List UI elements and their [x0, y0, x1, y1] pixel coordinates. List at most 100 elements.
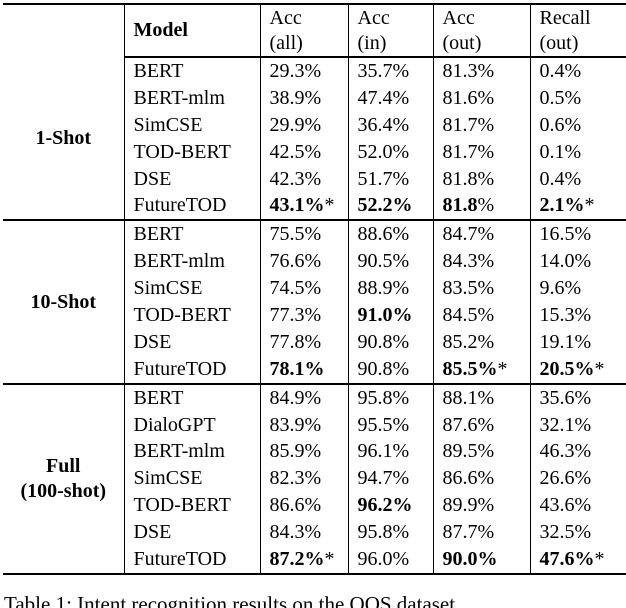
- table-row: FutureTOD 43.1%* 52.2% 81.8% 2.1%*: [3, 192, 626, 221]
- metric-value-cell: 81.7%: [432, 111, 530, 139]
- metric-value: 84.9%: [269, 386, 322, 409]
- metric-value-cell: 2.1%*: [529, 192, 626, 221]
- metric-value-cell: 0.4%: [529, 165, 626, 193]
- metric-value-cell: 32.5%: [529, 519, 626, 547]
- metric-value-cell: 47.6%*: [529, 546, 626, 574]
- metric-value-cell: 95.5%: [347, 411, 433, 439]
- table-row: DSE 77.8% 90.8% 85.2% 19.1%: [3, 328, 626, 356]
- metric-value-cell: 81.8%: [432, 165, 530, 193]
- model-name-cell: DSE: [123, 519, 261, 547]
- metric-value-cell: 14.0%: [529, 248, 626, 276]
- metric-value: 94.7%: [357, 467, 410, 490]
- metric-value-cell: 88.1%: [432, 382, 530, 412]
- metric-value: 87.2%: [269, 547, 325, 570]
- metric-value: 74.5%: [269, 277, 322, 300]
- metric-value-suffix: *: [324, 547, 335, 570]
- metric-value-cell: 36.4%: [347, 111, 433, 139]
- metric-value-suffix: *: [584, 194, 595, 217]
- table-row: DSE 42.3% 51.7% 81.8% 0.4%: [3, 165, 626, 193]
- metric-value-cell: 35.7%: [347, 57, 433, 85]
- metric-value-cell: 46.3%: [529, 438, 626, 466]
- metric-value: 90.5%: [357, 250, 410, 273]
- metric-value-cell: 95.8%: [347, 519, 433, 547]
- header-model: Model: [123, 4, 261, 58]
- header-acc-out-line1: Acc: [442, 6, 475, 29]
- metric-value-cell: 88.6%: [347, 219, 433, 249]
- group-label-line: Full: [46, 454, 81, 477]
- metric-value: 91.0%: [357, 303, 413, 326]
- table-row: TOD-BERT 86.6% 96.2% 89.9% 43.6%: [3, 492, 626, 520]
- metric-value: 86.6%: [269, 494, 322, 517]
- metric-value-cell: 83.9%: [259, 411, 348, 439]
- metric-value-cell: 74.5%: [259, 275, 348, 303]
- metric-value-cell: 29.9%: [259, 111, 348, 139]
- metric-value-suffix: *: [594, 357, 605, 380]
- metric-value: 90.8%: [357, 330, 410, 353]
- metric-value: 52.2%: [357, 194, 413, 217]
- metric-value: 0.4%: [539, 167, 582, 190]
- metric-value-cell: 89.5%: [432, 438, 530, 466]
- metric-value: 84.3%: [442, 250, 495, 273]
- metric-value: 88.6%: [357, 223, 410, 246]
- metric-value: 38.9%: [269, 86, 322, 109]
- metric-value: 78.1%: [269, 357, 325, 380]
- metric-value-cell: 96.2%: [347, 492, 433, 520]
- table-row: SimCSE 82.3% 94.7% 86.6% 26.6%: [3, 465, 626, 493]
- group-label-line: 10-Shot: [30, 290, 97, 313]
- table-row: FutureTOD 87.2%* 96.0% 90.0% 47.6%*: [3, 546, 626, 574]
- metric-value-cell: 84.9%: [259, 382, 348, 412]
- metric-value-cell: 0.4%: [529, 57, 626, 85]
- table-row: SimCSE 29.9% 36.4% 81.7% 0.6%: [3, 111, 626, 139]
- metric-value: 51.7%: [357, 167, 410, 190]
- metric-value: 19.1%: [539, 330, 592, 353]
- metric-value: 96.0%: [357, 547, 410, 570]
- header-acc-all: Acc (all): [259, 4, 348, 58]
- metric-value: 77.3%: [269, 303, 322, 326]
- metric-value: 52.0%: [357, 140, 410, 163]
- metric-value: 32.1%: [539, 413, 592, 436]
- header-corner-cell: [3, 4, 124, 57]
- metric-value-cell: 90.8%: [347, 328, 433, 356]
- metric-value: 43.6%: [539, 494, 592, 517]
- model-name-cell: TOD-BERT: [123, 302, 261, 329]
- metric-value: 29.3%: [269, 59, 322, 82]
- metric-value: 81.8%: [442, 167, 495, 190]
- metric-value: 75.5%: [269, 223, 322, 246]
- group-label: 10-Shot: [3, 219, 124, 384]
- metric-value: 14.0%: [539, 250, 592, 273]
- metric-value: 29.9%: [269, 113, 322, 136]
- metric-value: 87.6%: [442, 413, 495, 436]
- metric-value-cell: 77.8%: [259, 328, 348, 356]
- metric-value: 77.8%: [269, 330, 322, 353]
- table-row: 1-Shot BERT 29.3% 35.7% 81.3% 0.4%: [3, 57, 626, 149]
- model-name-cell: SimCSE: [123, 111, 261, 139]
- metric-value-cell: 90.8%: [347, 355, 433, 384]
- header-acc-out-line2: (out): [442, 31, 482, 54]
- metric-value-cell: 32.1%: [529, 411, 626, 439]
- metric-value-cell: 84.7%: [432, 219, 530, 249]
- metric-value-cell: 85.9%: [259, 438, 348, 466]
- metric-value: 76.6%: [269, 250, 322, 273]
- metric-value-cell: 19.1%: [529, 328, 626, 356]
- metric-value-suffix: *: [594, 547, 605, 570]
- header-acc-all-line1: Acc: [269, 6, 302, 29]
- metric-value: 96.1%: [357, 440, 410, 463]
- metric-value: 95.8%: [357, 521, 410, 544]
- metric-value-cell: 91.0%: [347, 302, 433, 329]
- metric-value-cell: 84.5%: [432, 302, 530, 329]
- metric-value-cell: 82.3%: [259, 465, 348, 493]
- metric-value-cell: 9.6%: [529, 275, 626, 303]
- table-row: DialoGPT 83.9% 95.5% 87.6% 32.1%: [3, 411, 626, 439]
- metric-value-cell: 0.6%: [529, 111, 626, 139]
- table-row: BERT-mlm 76.6% 90.5% 84.3% 14.0%: [3, 248, 626, 276]
- metric-value-cell: 38.9%: [259, 84, 348, 112]
- metric-value: 26.6%: [539, 467, 592, 490]
- metric-value-cell: 78.1%: [259, 355, 348, 384]
- model-name-cell: BERT: [123, 57, 261, 85]
- metric-value: 96.2%: [357, 494, 413, 517]
- metric-value-cell: 89.9%: [432, 492, 530, 520]
- metric-value-cell: 88.9%: [347, 275, 433, 303]
- metric-value-cell: 95.8%: [347, 382, 433, 412]
- header-acc-in-line2: (in): [357, 31, 387, 54]
